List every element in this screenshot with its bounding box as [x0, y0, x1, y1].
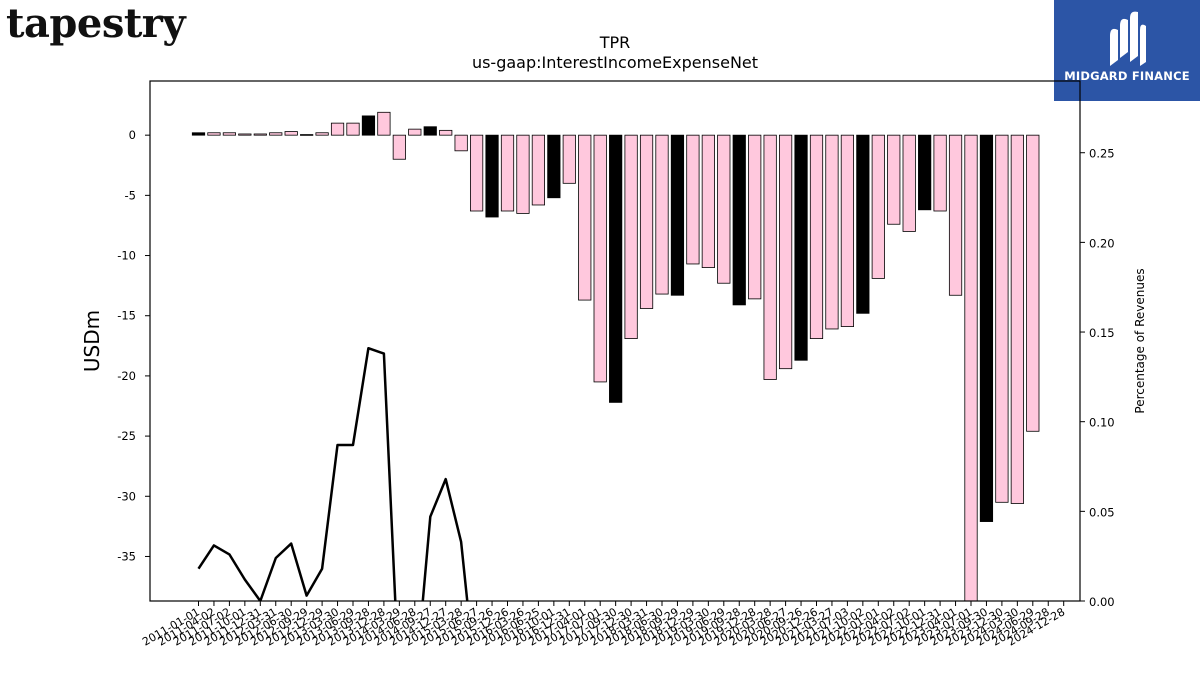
y-right-axis-label: Percentage of Revenues	[1133, 268, 1147, 413]
bar	[516, 134, 530, 214]
bar	[763, 134, 777, 380]
y-right-tick-label: 0.10	[1089, 416, 1115, 430]
y-tick-label: -15	[117, 309, 136, 323]
chart-title: TPR	[599, 33, 631, 52]
bar	[593, 134, 607, 383]
bar	[408, 128, 422, 136]
bar	[269, 132, 283, 136]
chart-subtitle: us-gaap:InterestIncomeExpenseNet	[471, 53, 759, 72]
tapestry-logo: tapestry	[6, 0, 186, 47]
bar	[995, 134, 1009, 503]
bar	[979, 134, 994, 522]
y-right-tick-label: 0.15	[1089, 326, 1115, 340]
bar	[222, 132, 236, 136]
y-tick-label: -5	[125, 188, 136, 202]
y-right-tick-label: 0.00	[1089, 595, 1115, 609]
bar	[794, 134, 808, 361]
bar	[439, 129, 453, 136]
bar	[330, 122, 345, 136]
bar	[562, 134, 576, 184]
bar	[547, 134, 561, 199]
bar	[686, 134, 700, 265]
bar	[902, 134, 916, 232]
bar	[840, 134, 855, 327]
percentage-line	[197, 346, 469, 601]
bar	[1010, 134, 1024, 504]
bar	[361, 115, 376, 136]
bars-group	[191, 111, 1040, 601]
y-tick-label: -30	[117, 489, 136, 503]
bar	[238, 133, 252, 136]
bar	[655, 134, 669, 295]
bar	[423, 126, 437, 136]
bar	[670, 134, 685, 296]
bar	[346, 122, 360, 136]
bar	[454, 134, 468, 152]
bar	[1026, 134, 1040, 432]
bar	[315, 132, 329, 136]
bar	[856, 134, 870, 314]
bar	[500, 134, 515, 212]
y-axis-label: USDm	[80, 310, 104, 372]
y-tick-label: -20	[117, 369, 136, 383]
y-tick-label: 0	[129, 128, 136, 142]
bar	[609, 134, 623, 403]
y-right-tick-label: 0.20	[1089, 236, 1115, 250]
y-tick-label: -10	[117, 249, 136, 263]
bar	[300, 134, 314, 136]
bar	[918, 134, 932, 211]
bar	[207, 132, 221, 136]
bar	[377, 111, 391, 136]
bar	[871, 134, 885, 279]
bar	[717, 134, 731, 284]
bar	[531, 134, 546, 206]
y-right-tick-label: 0.05	[1089, 505, 1115, 519]
midgard-wordmark: MIDGARD FINANCE	[1064, 69, 1190, 83]
bar	[779, 134, 793, 370]
bar	[639, 134, 654, 309]
bar	[253, 133, 267, 136]
bar	[933, 134, 947, 212]
bar	[964, 134, 978, 601]
bar	[732, 134, 746, 306]
y-right-tick-label: 0.25	[1089, 147, 1115, 161]
line-group	[197, 346, 469, 601]
bar	[469, 134, 484, 212]
bar	[809, 134, 824, 339]
bar	[392, 134, 406, 160]
bar	[825, 134, 839, 330]
bar	[578, 134, 592, 301]
bar	[887, 134, 901, 225]
midgard-finance-logo: MIDGARD FINANCE	[1054, 0, 1200, 101]
bar	[191, 132, 206, 136]
y-tick-label: -25	[117, 429, 136, 443]
y-tick-label: -35	[117, 549, 136, 563]
bar	[284, 131, 298, 136]
bar	[748, 134, 762, 300]
bar	[701, 134, 715, 268]
midgard-emblem-icon	[1110, 11, 1146, 67]
bar	[948, 134, 963, 296]
plot-frame	[149, 80, 1081, 602]
bar	[624, 134, 638, 339]
bar	[485, 134, 499, 218]
